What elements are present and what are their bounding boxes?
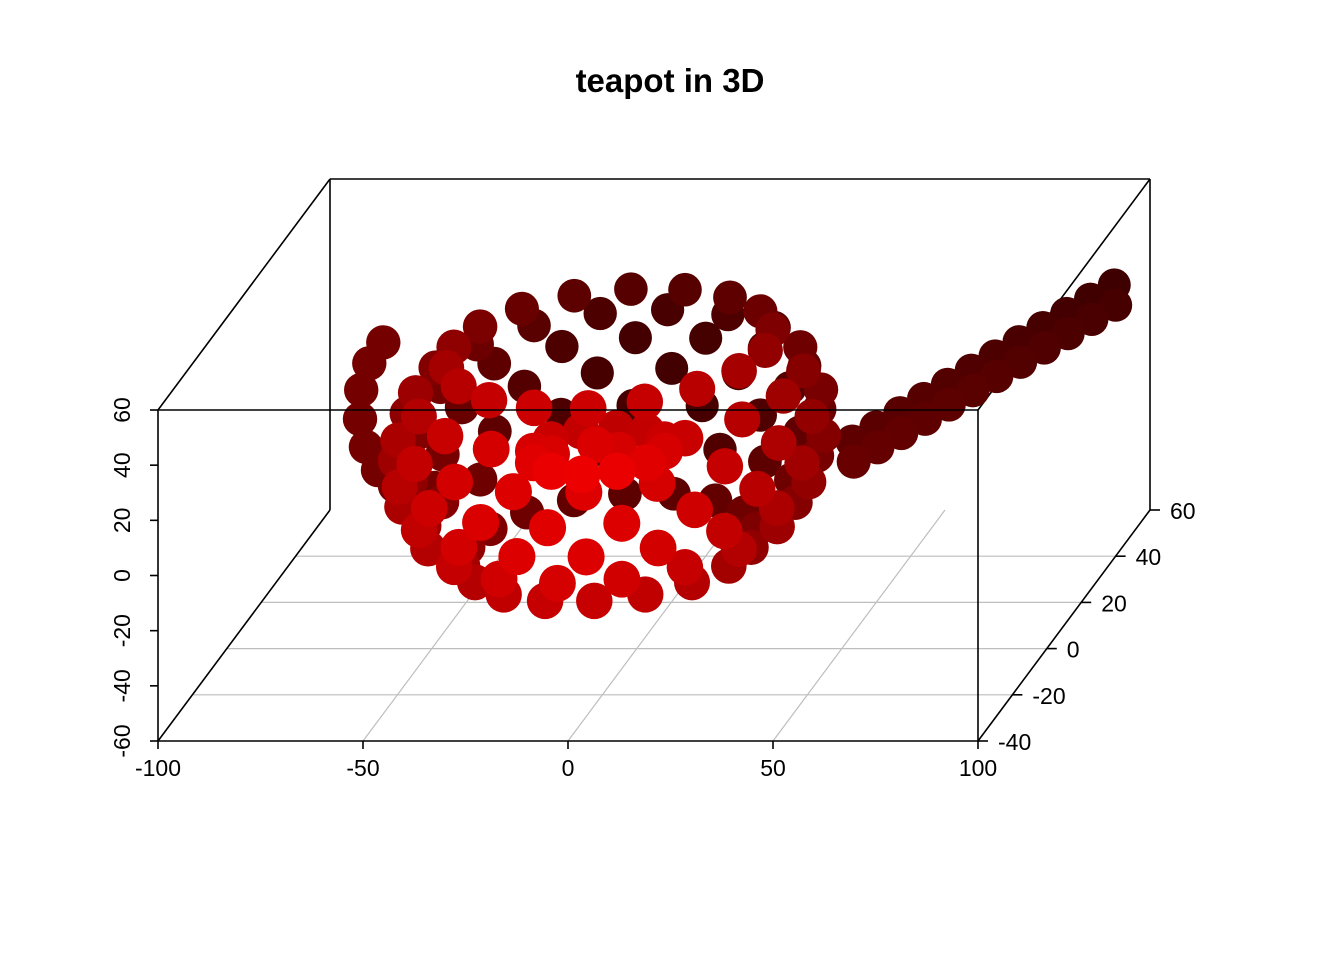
- grid-line-x: [772, 509, 946, 742]
- data-point: [580, 356, 614, 390]
- data-point: [603, 504, 641, 542]
- data-point: [706, 512, 743, 550]
- x-tick-label: 0: [562, 755, 575, 781]
- x-tick-label: -100: [135, 755, 181, 781]
- data-point: [794, 398, 830, 434]
- box-back-edges: [157, 178, 1151, 742]
- data-point: [618, 321, 652, 355]
- z-axis: -60 -40 -20 0 20 40 60: [109, 397, 158, 758]
- data-point: [569, 390, 607, 427]
- data-point: [626, 383, 664, 421]
- data-point: [567, 538, 605, 576]
- data-point: [706, 448, 744, 485]
- data-point: [494, 473, 532, 511]
- data-point: [739, 470, 776, 507]
- z-tick-label: -60: [109, 724, 135, 757]
- data-point: [532, 452, 571, 490]
- y-tick-label: 20: [1101, 590, 1127, 616]
- data-point: [724, 401, 761, 438]
- data-point: [396, 445, 433, 483]
- data-point: [462, 503, 500, 542]
- data-point: [410, 490, 448, 527]
- points-layer: [342, 268, 1133, 620]
- data-point: [545, 329, 579, 364]
- y-tick-label: 60: [1170, 498, 1196, 524]
- z-tick-label: 60: [109, 397, 135, 423]
- data-point: [598, 452, 636, 490]
- data-point: [765, 378, 802, 414]
- x-tick-label: 100: [959, 755, 997, 781]
- data-point: [352, 346, 387, 381]
- data-point: [470, 381, 508, 419]
- data-point: [713, 280, 747, 315]
- data-point: [721, 353, 757, 389]
- data-point: [436, 463, 474, 501]
- data-point: [440, 528, 478, 566]
- x-axis: -100 -50 0 50 100: [135, 741, 997, 781]
- data-point: [676, 491, 714, 529]
- x-tick-label: 50: [760, 755, 786, 781]
- z-tick-label: 0: [109, 569, 135, 582]
- data-point: [614, 272, 648, 306]
- data-point: [563, 455, 601, 494]
- data-point: [679, 370, 716, 407]
- z-tick-label: 40: [109, 452, 135, 478]
- box-edge: [157, 509, 331, 742]
- data-point: [472, 430, 510, 468]
- data-point: [666, 549, 704, 586]
- data-point: [655, 351, 689, 385]
- data-point: [462, 309, 498, 344]
- data-point: [557, 278, 592, 313]
- data-point: [689, 321, 723, 355]
- data-point: [528, 509, 567, 547]
- data-point: [498, 538, 536, 576]
- data-point: [576, 582, 613, 620]
- data-point: [786, 353, 821, 389]
- data-point: [784, 445, 820, 481]
- data-point: [504, 291, 539, 326]
- box-edge: [977, 509, 1151, 742]
- y-axis: -40-200 20 40 60: [978, 498, 1196, 755]
- data-point: [639, 529, 677, 567]
- data-point: [344, 372, 379, 408]
- data-point: [440, 368, 477, 405]
- data-point: [603, 560, 641, 598]
- z-tick-label: -20: [109, 614, 135, 647]
- data-point: [760, 425, 797, 461]
- data-point: [576, 426, 615, 464]
- data-point: [628, 444, 666, 482]
- z-tick-label: 20: [109, 508, 135, 534]
- y-tick-label: 40: [1136, 544, 1162, 570]
- data-point: [400, 398, 437, 435]
- data-point: [583, 296, 617, 331]
- box-edge: [157, 178, 331, 411]
- grid-line-x: [567, 509, 741, 742]
- z-tick-label: -40: [109, 669, 135, 702]
- data-point: [747, 332, 783, 368]
- data-point: [515, 389, 553, 427]
- y-tick-label: -40: [998, 729, 1031, 755]
- data-point: [426, 417, 464, 455]
- data-point: [836, 444, 871, 479]
- chart-title: teapot in 3D: [576, 62, 765, 99]
- data-point: [538, 564, 576, 602]
- y-tick-label: -20: [1032, 683, 1065, 709]
- y-tick-label: 0: [1067, 637, 1080, 663]
- x-tick-label: -50: [346, 755, 379, 781]
- data-point: [668, 272, 702, 307]
